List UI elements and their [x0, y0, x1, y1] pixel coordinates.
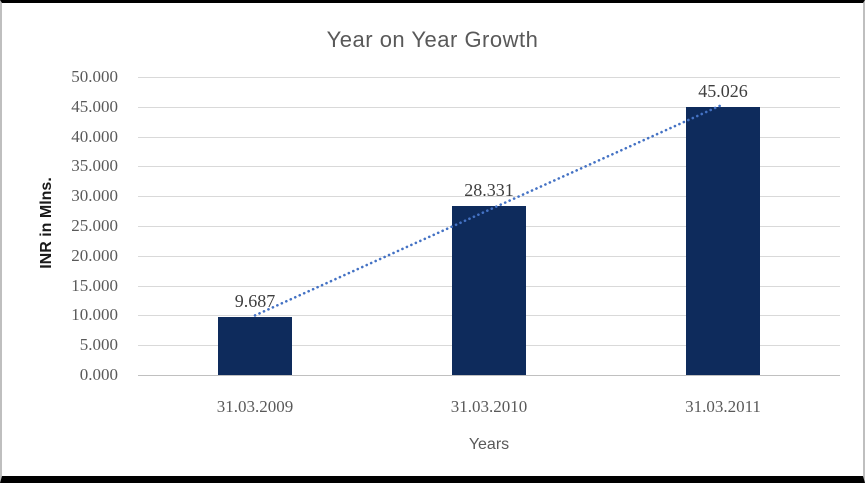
gridline [138, 136, 840, 138]
y-tick-label: 5.000 [79, 335, 118, 355]
bar-31.03.2010 [452, 206, 526, 375]
x-category-label: 31.03.2010 [450, 397, 528, 416]
bar-value-label: 28.331 [464, 180, 514, 201]
y-tick-label: 30.000 [71, 186, 118, 206]
y-tick-label: 40.000 [71, 126, 118, 146]
x-category-label: 31.03.2011 [685, 397, 761, 416]
y-tick-label: 35.000 [71, 156, 118, 176]
plot-area: 9.687 28.331 45.026 [138, 77, 840, 376]
y-tick-label: 45.000 [71, 96, 118, 116]
y-tick-label: 20.000 [71, 245, 118, 265]
x-axis-title: Years [468, 436, 510, 453]
bar-value-label: 9.687 [234, 291, 276, 312]
y-tick-label: 25.000 [71, 216, 118, 235]
gridline [138, 196, 840, 198]
chart-title: Year on Year Growth [326, 27, 539, 52]
gridline [138, 106, 840, 108]
y-tick-label: 0.000 [79, 365, 118, 384]
trendline [253, 103, 725, 317]
gridline [138, 166, 840, 168]
bar-31.03.2009 [218, 317, 292, 375]
gridline [138, 375, 840, 376]
y-tick-label: 10.000 [71, 305, 118, 325]
x-category-label: 31.03.2009 [216, 397, 294, 416]
y-tick-label: 50.000 [71, 67, 118, 86]
bar-31.03.2011 [686, 106, 760, 375]
gridline [138, 77, 840, 78]
y-tick-label: 15.000 [71, 275, 118, 295]
bar-value-label: 45.026 [698, 80, 748, 101]
